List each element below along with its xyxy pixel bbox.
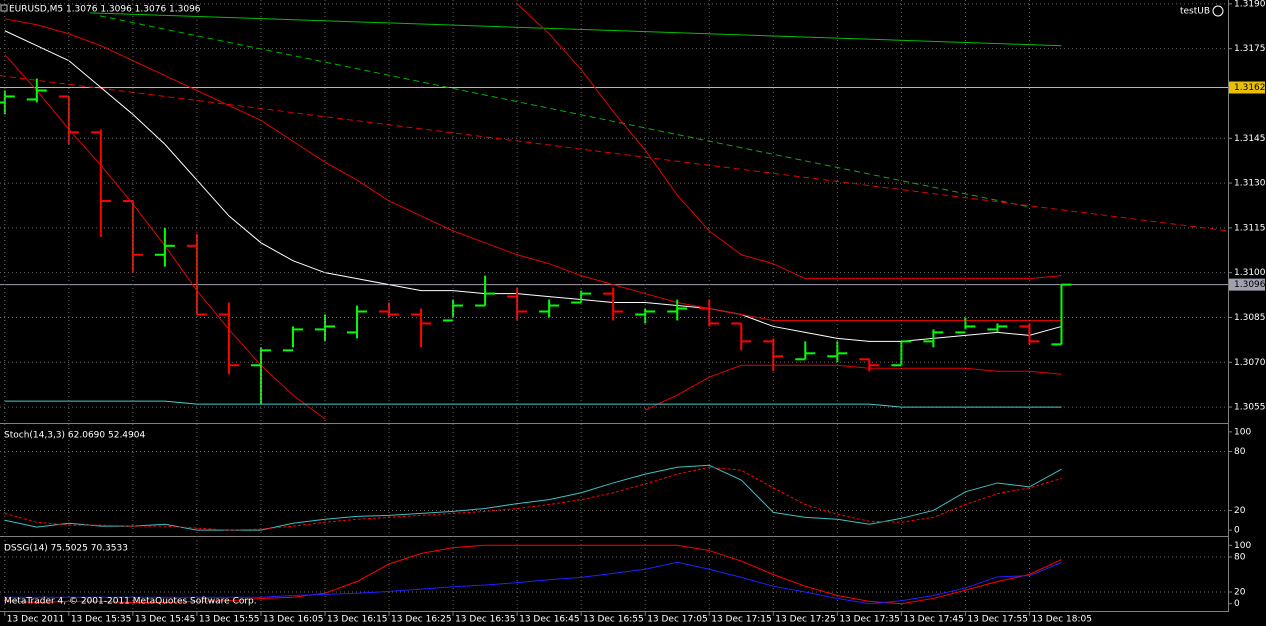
x-tick-label: 13 Dec 17:15	[711, 615, 772, 625]
x-tick-label: 13 Dec 2011	[7, 615, 65, 625]
x-tick-label: 13 Dec 18:05	[1031, 615, 1092, 625]
x-tick-label: 13 Dec 16:25	[391, 615, 452, 625]
x-tick-label: 13 Dec 17:25	[775, 615, 836, 625]
y-tick-label: 80	[1234, 447, 1246, 457]
series-line	[516, 3, 1062, 280]
price-tag-bg	[1229, 278, 1265, 291]
indicator-title: Stoch(14,3,3) 62.0690 52.4904	[4, 431, 145, 441]
x-tick-label: 13 Dec 15:55	[199, 615, 260, 625]
x-tick-label: 13 Dec 16:35	[455, 615, 516, 625]
pane	[0, 544, 1228, 605]
y-tick-label: 1.3055	[1234, 403, 1266, 413]
y-tick-label: 100	[1234, 427, 1251, 437]
pane	[0, 451, 1228, 531]
y-tick-label: 1.3085	[1234, 313, 1266, 323]
chart-title: EURUSD,M5 1.3076 1.3096 1.3076 1.3096	[9, 5, 201, 15]
x-tick-label: 13 Dec 16:05	[263, 615, 324, 625]
y-tick-label: 0	[1234, 526, 1240, 536]
y-tick-label: 20	[1234, 506, 1246, 516]
series-line	[4, 464, 1062, 531]
indicator-title: DSSG(14) 75.5025 70.3533	[4, 544, 128, 554]
y-tick-label: 1.3145	[1234, 134, 1266, 144]
x-tick-label: 13 Dec 16:55	[583, 615, 644, 625]
x-tick-label: 13 Dec 17:35	[839, 615, 900, 625]
series-line	[4, 400, 1062, 408]
series-line	[4, 54, 1062, 420]
footer: MetaTrader 4, © 2001-2011 MetaQuotes Sof…	[4, 597, 257, 607]
x-tick-label: 13 Dec 17:55	[967, 615, 1028, 625]
expert-icon	[1212, 5, 1224, 17]
price-tag-bg	[1229, 81, 1265, 94]
series-line	[4, 466, 1062, 531]
y-tick-label: 0	[1234, 599, 1240, 609]
y-tick-label: 100	[1234, 541, 1251, 551]
trendline	[99, 15, 1030, 208]
y-tick-label: 1.3190	[1234, 0, 1266, 9]
series-line	[4, 18, 1062, 321]
x-tick-label: 13 Dec 15:35	[71, 615, 132, 625]
series-line	[4, 561, 1062, 605]
x-tick-label: 13 Dec 15:45	[135, 615, 196, 625]
y-tick-label: 1.3175	[1234, 44, 1266, 54]
y-tick-label: 1.3070	[1234, 358, 1266, 368]
expert-label: testUB	[1180, 7, 1210, 17]
x-tick-label: 13 Dec 16:45	[519, 615, 580, 625]
y-tick-label: 1.3130	[1234, 179, 1266, 189]
y-tick-label: 20	[1234, 588, 1246, 598]
trendline	[89, 12, 1062, 47]
price-tag: 1.3096	[1234, 280, 1266, 290]
series-line	[4, 544, 1062, 605]
y-tick-label: 80	[1234, 552, 1246, 562]
symbol-icon	[0, 4, 8, 12]
x-tick-label: 13 Dec 17:45	[903, 615, 964, 625]
x-tick-label: 13 Dec 16:15	[327, 615, 388, 625]
trendline	[0, 75, 1228, 232]
x-tick-label: 13 Dec 17:05	[647, 615, 708, 625]
price-tag: 1.3162	[1234, 83, 1266, 93]
pane	[0, 3, 1228, 420]
series-line	[4, 30, 1062, 342]
y-tick-label: 1.3100	[1234, 268, 1266, 278]
y-tick-label: 1.3115	[1234, 223, 1266, 233]
